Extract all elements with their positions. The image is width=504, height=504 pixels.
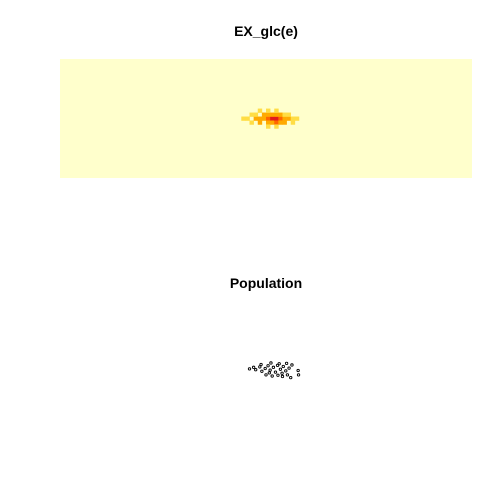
heatmap-cell (290, 120, 296, 125)
scatter-point (285, 373, 290, 377)
heatmap-cell (270, 112, 275, 117)
heatmap-cell (282, 120, 287, 125)
scatter-point (290, 363, 294, 367)
scatter-point (247, 367, 252, 371)
scatter-point (251, 365, 256, 369)
heatmap-cell (282, 112, 287, 117)
scatter-point (266, 364, 270, 368)
heatmap-cell (290, 116, 296, 121)
heatmap-cell (286, 116, 292, 121)
scatter-point (273, 370, 278, 374)
scatter-panel (247, 361, 301, 380)
heatmap-cell (253, 116, 259, 121)
heatmap-title: EX_glc(e) (234, 23, 298, 39)
scatter-point (269, 361, 273, 365)
heatmap-cell (241, 116, 246, 121)
heatmap-cell (257, 120, 263, 125)
heatmap-cell (278, 112, 283, 117)
heatmap-cell (274, 112, 279, 117)
heatmap-cell (266, 124, 271, 129)
scatter-point (264, 373, 268, 377)
heatmap-cell (274, 120, 279, 125)
scatter-point (254, 368, 258, 372)
scatter-point (258, 365, 262, 369)
heatmap-cell (257, 108, 263, 113)
heatmap-cell (249, 112, 254, 117)
scatter-point (296, 373, 301, 377)
scatter-point (278, 367, 283, 371)
heatmap-cell (274, 116, 279, 121)
heatmap-cell (278, 120, 283, 125)
heatmap-cell (270, 116, 275, 121)
scatter-point (287, 366, 291, 370)
heatmap-cell (294, 116, 300, 121)
heatmap-cells (241, 108, 300, 129)
heatmap-cell (274, 124, 279, 129)
scatter-point (267, 371, 271, 375)
heatmap-cell (261, 116, 267, 121)
scatter-point (270, 374, 274, 378)
scatter-point (280, 374, 285, 379)
heatmap-cell (278, 116, 283, 121)
scatter-point (280, 371, 284, 375)
scatter-point (263, 366, 267, 371)
heatmap-cell (253, 112, 259, 117)
heatmap-cell (249, 120, 254, 125)
heatmap-cell (266, 120, 271, 125)
heatmap-cell (274, 108, 279, 113)
scatter-point (296, 368, 300, 373)
heatmap-cell (266, 108, 271, 113)
heatmap-cell (282, 116, 287, 121)
scatter-point (276, 373, 280, 377)
scatter-point (259, 362, 263, 367)
scatter-point (284, 369, 288, 373)
scatter-points (247, 361, 301, 380)
heatmap-cell (266, 116, 271, 121)
scatter-point (260, 369, 264, 373)
heatmap-cell (257, 116, 263, 121)
population-title: Population (230, 275, 302, 291)
scatter-point (268, 368, 272, 372)
heatmap-cell (261, 112, 267, 117)
scatter-point (277, 362, 281, 366)
heatmap-cell (245, 116, 250, 121)
heatmap-panel (60, 59, 472, 178)
scatter-point (271, 365, 276, 369)
heatmap-cell (266, 112, 271, 117)
scatter-point (281, 364, 285, 369)
heatmap-cell (286, 112, 292, 117)
heatmap-cell (270, 120, 275, 125)
scatter-point (284, 361, 289, 366)
scatter-point (289, 375, 293, 380)
